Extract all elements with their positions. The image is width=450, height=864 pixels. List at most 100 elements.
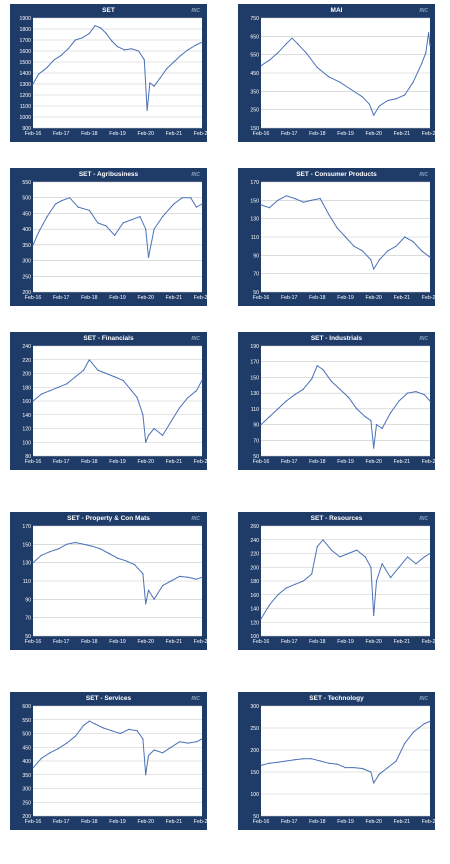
- data-point: [268, 762, 270, 764]
- data-point: [322, 369, 324, 371]
- y-tick-label: 220: [250, 552, 259, 558]
- data-point: [123, 49, 126, 51]
- chart-panel-consumer-products: SET - Consumer Products RIC 50 70 90 110 130 15…: [238, 168, 435, 306]
- data-point: [347, 552, 349, 555]
- x-tick-label: Feb-22: [194, 459, 207, 465]
- data-point: [153, 598, 155, 600]
- data-point: [116, 46, 119, 48]
- x-tick-label: Feb-17: [281, 131, 298, 137]
- y-tick-label: 180: [22, 385, 31, 391]
- data-point: [166, 68, 168, 70]
- data-point: [145, 603, 147, 605]
- chart-panel-set: SET RIC 900 1000 1100 1200 1300 1400 1500 1600 170…: [10, 4, 207, 142]
- data-point: [311, 199, 313, 201]
- data-point: [373, 268, 375, 270]
- data-point: [32, 767, 34, 769]
- data-point: [74, 376, 76, 378]
- data-point: [316, 66, 318, 69]
- y-tick-label: 150: [22, 542, 31, 548]
- data-point: [361, 96, 363, 98]
- data-point: [190, 197, 192, 199]
- data-point: [260, 204, 262, 206]
- data-point: [406, 392, 409, 394]
- y-tick-label: 120: [250, 620, 259, 626]
- data-point: [194, 44, 196, 47]
- chart-title: SET: [102, 7, 115, 14]
- data-point: [429, 720, 431, 722]
- data-point: [415, 563, 417, 565]
- x-tick-label: Feb-21: [166, 131, 183, 137]
- y-tick-label: 80: [25, 454, 31, 460]
- data-point: [375, 580, 378, 582]
- x-tick-label: Feb-18: [309, 819, 326, 825]
- y-tick-label: 1100: [20, 104, 31, 110]
- chart-panel-property-con-mats: SET - Property & Con Mats RIC 50 70 90 110 130…: [10, 512, 207, 650]
- data-point: [395, 98, 397, 100]
- data-point: [94, 25, 96, 27]
- data-point: [378, 259, 380, 261]
- data-point: [100, 548, 102, 550]
- data-point: [429, 400, 431, 402]
- data-point: [339, 81, 341, 83]
- y-tick-label: 250: [22, 800, 31, 806]
- y-tick-label: 70: [25, 616, 31, 622]
- ric-logo: RIC: [419, 172, 428, 178]
- data-point: [311, 758, 313, 760]
- x-tick-label: Feb-16: [25, 295, 42, 301]
- x-tick-label: Feb-17: [53, 131, 70, 137]
- data-point: [373, 782, 375, 784]
- y-tick-label: 70: [253, 438, 259, 444]
- data-point: [162, 216, 164, 218]
- data-point: [187, 576, 189, 578]
- ric-logo: RIC: [191, 336, 200, 342]
- data-point: [111, 730, 113, 732]
- data-point: [336, 763, 338, 765]
- y-tick-label: 50: [253, 454, 259, 460]
- data-point: [53, 59, 55, 61]
- chart-panel-agribusiness: SET - Agribusiness RIC 200 250 300 350 400 450 5…: [10, 168, 207, 306]
- y-tick-label: 240: [22, 344, 31, 350]
- data-point: [145, 774, 147, 776]
- plot-area: [261, 346, 430, 456]
- y-tick-label: 150: [250, 770, 259, 776]
- data-point: [404, 94, 406, 96]
- data-point: [66, 543, 68, 545]
- data-point: [406, 556, 409, 558]
- data-point: [353, 245, 355, 247]
- data-point: [421, 63, 423, 65]
- y-tick-label: 450: [250, 71, 259, 77]
- data-point: [291, 37, 293, 39]
- y-tick-label: 140: [250, 607, 259, 613]
- data-point: [66, 383, 68, 385]
- y-tick-label: 350: [22, 773, 31, 779]
- x-tick-label: Feb-22: [422, 295, 435, 301]
- y-tick-label: 300: [22, 259, 31, 265]
- data-point: [178, 575, 181, 577]
- data-point: [429, 552, 431, 555]
- y-tick-label: 1800: [19, 27, 31, 33]
- data-point: [378, 773, 380, 775]
- data-point: [311, 573, 313, 575]
- data-point: [88, 359, 90, 361]
- data-point: [49, 390, 51, 392]
- y-tick-label: 1500: [19, 60, 31, 66]
- x-tick-label: Feb-22: [194, 639, 207, 645]
- data-point: [180, 54, 182, 57]
- chart-svg: 150 250 350 450 550 650 750 Feb-16 Feb-17 Feb-18 F…: [250, 16, 435, 137]
- data-point: [428, 32, 430, 34]
- data-point: [136, 397, 138, 399]
- data-point: [336, 227, 338, 229]
- data-point: [187, 742, 189, 744]
- x-tick-label: Feb-18: [309, 459, 326, 465]
- x-tick-label: Feb-22: [422, 819, 435, 825]
- y-tick-label: 400: [22, 227, 31, 233]
- data-point: [178, 741, 181, 743]
- y-tick-label: 300: [250, 704, 259, 710]
- data-point: [201, 576, 203, 578]
- data-point: [142, 573, 144, 575]
- y-tick-label: 250: [22, 274, 31, 280]
- data-point: [49, 752, 51, 754]
- y-tick-label: 550: [250, 53, 259, 59]
- data-point: [114, 376, 116, 378]
- y-tick-label: 200: [250, 565, 259, 571]
